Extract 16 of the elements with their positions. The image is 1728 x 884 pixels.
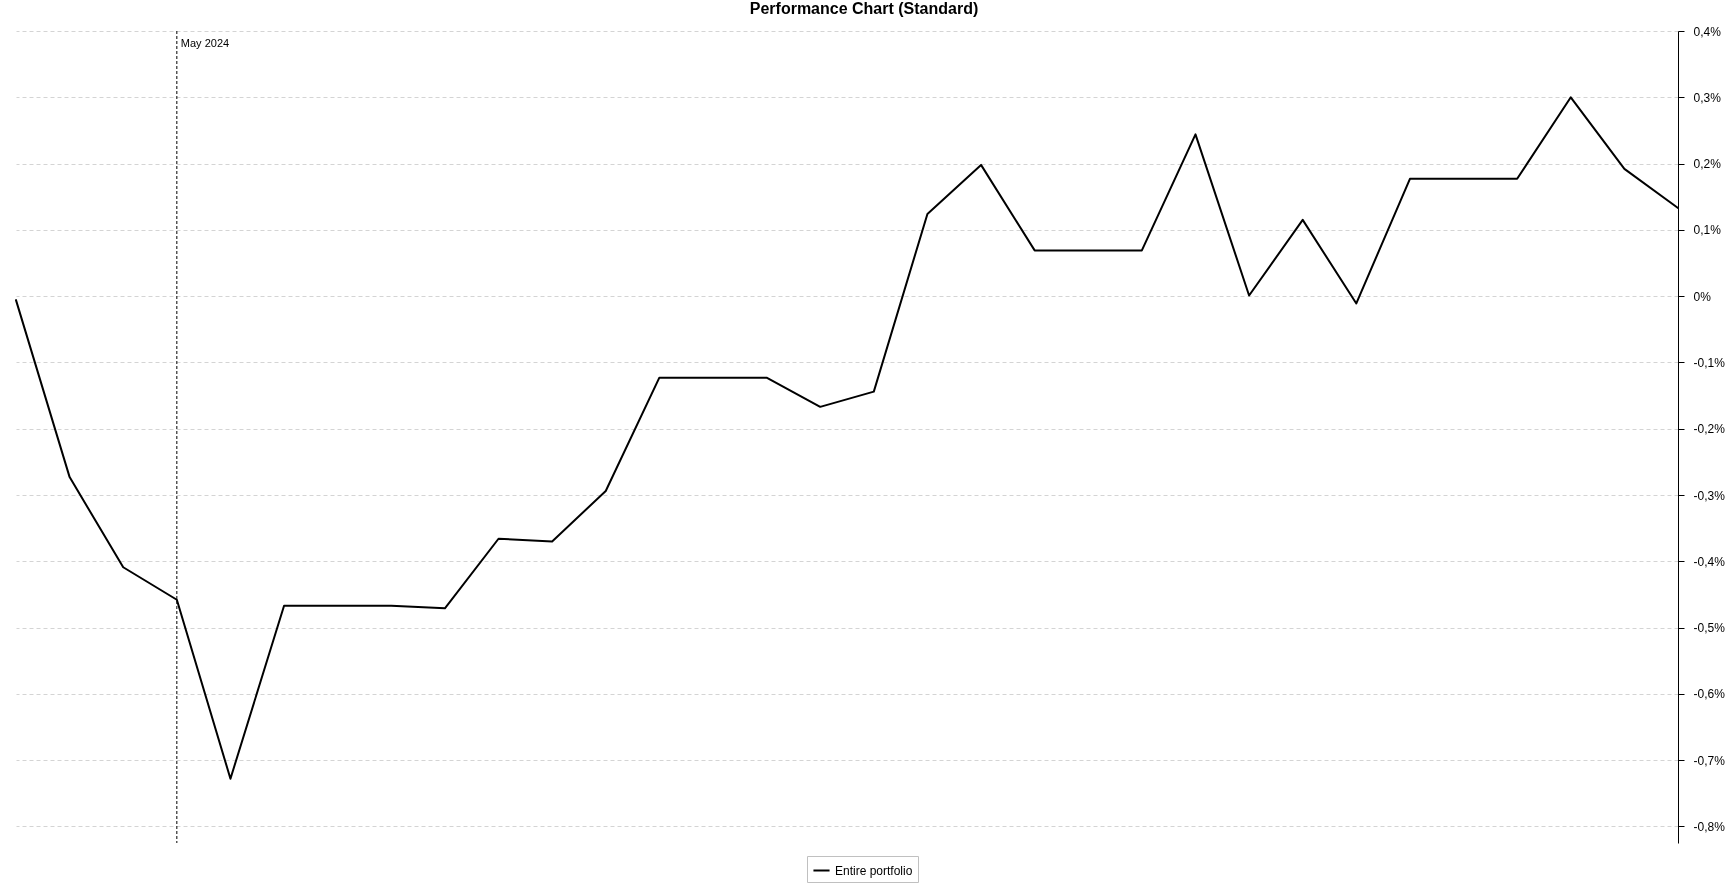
chart-title: Performance Chart (Standard): [749, 0, 979, 17]
legend-label: Entire portfolio: [835, 863, 913, 878]
y-tick-label: -0,3%: [1693, 488, 1726, 503]
annotation: May 2024: [180, 37, 230, 49]
y-tick-label: -0,1%: [1693, 355, 1726, 370]
y-tick-label: -0,6%: [1693, 687, 1726, 702]
y-tick-label: -0,4%: [1693, 554, 1726, 569]
y-tick-label: 0,1%: [1693, 223, 1722, 238]
y-tick-label: -0,8%: [1693, 819, 1726, 834]
y-tick-label: -0,7%: [1693, 753, 1726, 768]
y-tick-label: 0%: [1693, 289, 1712, 304]
y-tick-label: -0,2%: [1693, 422, 1726, 437]
y-tick-label: 0,3%: [1693, 90, 1722, 105]
y-tick-label: 0,4%: [1693, 24, 1722, 39]
y-tick-label: -0,5%: [1693, 621, 1726, 636]
y-tick-label: 0,2%: [1693, 157, 1722, 172]
